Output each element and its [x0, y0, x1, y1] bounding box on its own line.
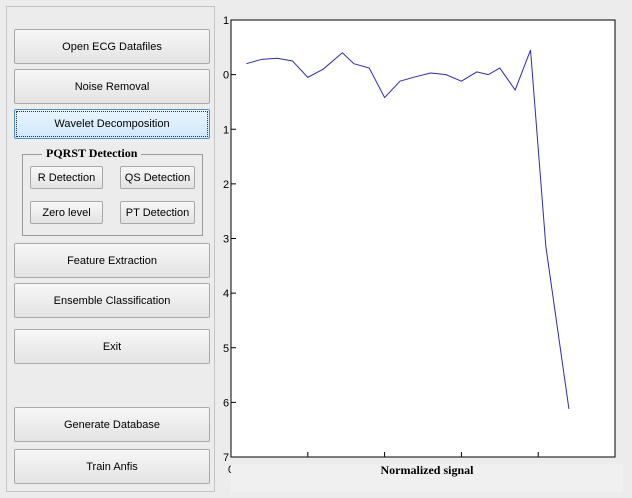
r-detection-button[interactable]: R Detection	[30, 166, 103, 189]
y-tick-label: 5	[223, 343, 229, 355]
generate-database-button[interactable]: Generate Database	[14, 407, 210, 442]
zero-level-button[interactable]: Zero level	[30, 201, 103, 224]
ensemble-classification-button[interactable]: Ensemble Classification	[14, 283, 210, 318]
y-tick-label: 4	[223, 288, 229, 300]
noise-removal-button[interactable]: Noise Removal	[14, 69, 210, 104]
y-tick-label: 7	[223, 452, 229, 464]
train-anfis-button[interactable]: Train Anfis	[14, 449, 210, 484]
wavelet-decomposition-button[interactable]: Wavelet Decomposition	[14, 109, 210, 139]
pt-detection-button[interactable]: PT Detection	[120, 201, 195, 224]
y-tick-label: 3	[223, 234, 229, 246]
y-tick-label: 6	[223, 397, 229, 409]
xlabel-strip	[231, 464, 623, 492]
x-axis-label: Normalized signal	[380, 463, 474, 477]
exit-button[interactable]: Exit	[14, 329, 210, 364]
plot-background	[230, 19, 616, 458]
y-tick-label: 2	[223, 179, 229, 191]
feature-extraction-button[interactable]: Feature Extraction	[14, 243, 210, 278]
signal-line	[246, 49, 570, 410]
qs-detection-button[interactable]: QS Detection	[120, 166, 195, 189]
y-tick-label: 1	[223, 15, 229, 27]
open-ecg-datafiles-button[interactable]: Open ECG Datafiles	[14, 29, 210, 64]
y-tick-label: 1	[223, 124, 229, 136]
y-tick-label: 0	[223, 70, 229, 82]
pqrst-detection-title: PQRST Detection	[42, 146, 142, 161]
